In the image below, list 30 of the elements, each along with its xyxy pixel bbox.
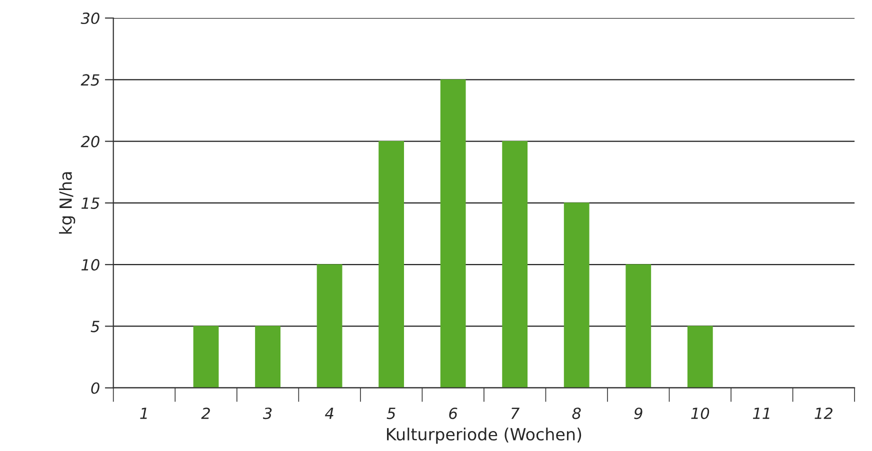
x-tick-label: 6 [449, 408, 458, 420]
y-tick-label: 25 [80, 74, 100, 86]
x-tick-label: 11 [752, 408, 770, 419]
bar [193, 326, 219, 388]
y-tick-label: 0 [91, 382, 100, 394]
y-tick-label: 5 [90, 320, 100, 332]
y-tick-label: 30 [80, 12, 100, 24]
x-tick-label: 12 [814, 408, 832, 419]
x-axis-title: Kulturperiode (Wochen) [387, 428, 582, 444]
x-tick-label: 1 [140, 408, 147, 419]
x-tick-label: 5 [386, 408, 396, 420]
y-tick-label: 15 [81, 198, 100, 209]
bar [564, 202, 590, 388]
x-tick-label: 2 [201, 408, 210, 419]
x-tick-label: 10 [691, 408, 710, 420]
bar [626, 264, 652, 388]
x-tick-label: 8 [572, 408, 581, 420]
x-tick-label: 4 [324, 408, 334, 419]
bar [255, 326, 280, 388]
x-tick-label: 3 [262, 408, 272, 420]
bar [687, 326, 713, 388]
x-tick-label: 7 [511, 408, 520, 419]
bar [502, 140, 528, 388]
y-axis-title: kg N/ha [59, 172, 76, 234]
x-tick-label: 9 [634, 408, 642, 420]
y-tick-label: 10 [81, 259, 100, 271]
bar [316, 264, 342, 388]
bar [440, 79, 466, 388]
y-tick-label: 20 [80, 136, 100, 148]
bar [378, 140, 404, 388]
